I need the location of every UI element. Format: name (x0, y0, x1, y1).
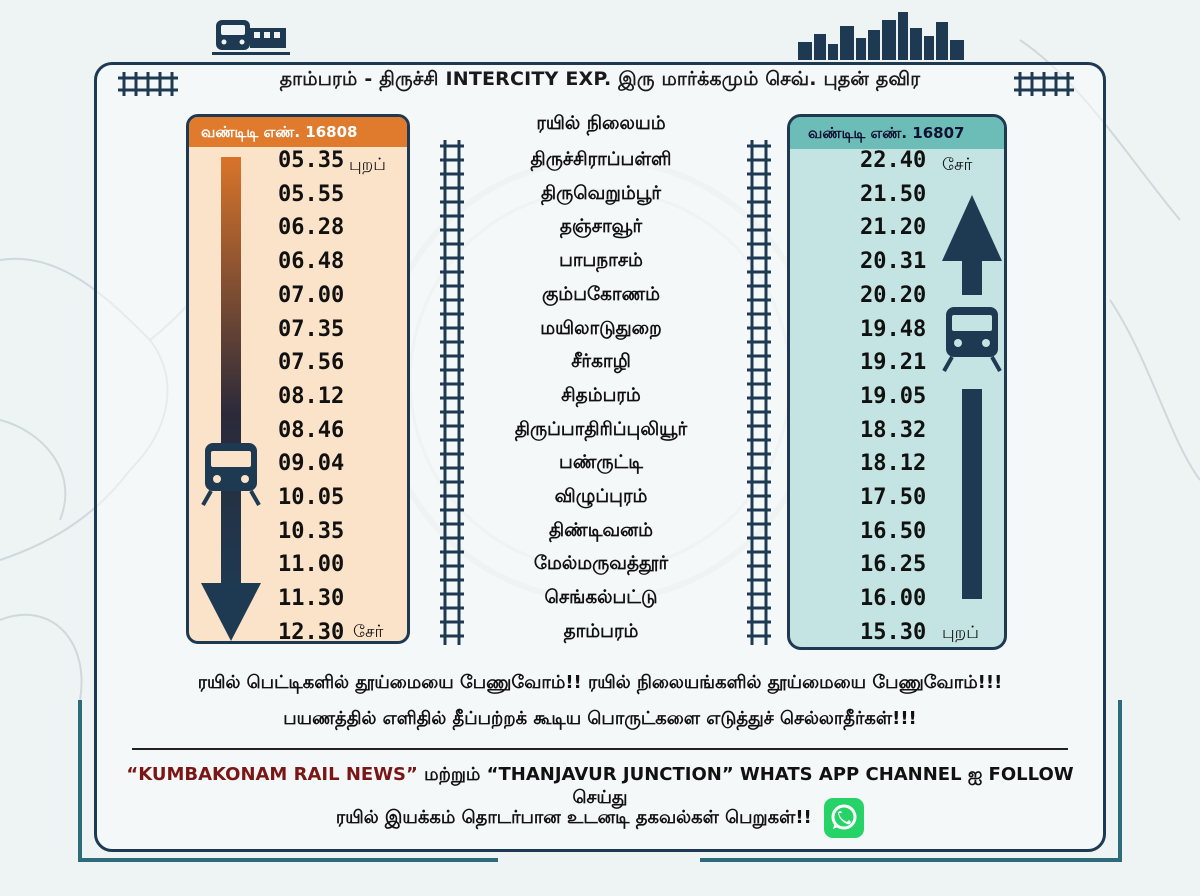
time-cell: 05.35 (278, 148, 345, 173)
track-icon (1014, 72, 1074, 96)
whatsapp-icon[interactable] (824, 798, 865, 838)
time-cell: 20.20 (860, 282, 927, 308)
arrive-label: சேர் (353, 622, 384, 642)
time-cell: 16.25 (860, 552, 927, 578)
arrow-down-icon (201, 157, 261, 641)
station-name: செங்கல்பட்டு (544, 587, 658, 609)
time-cell: 07.56 (278, 350, 345, 376)
time-cell: 18.32 (860, 417, 927, 443)
track-icon (747, 140, 771, 645)
time-cell: 16.00 (860, 586, 927, 612)
time-cell: 21.20 (860, 215, 927, 241)
time-cell: 21.50 (860, 181, 927, 207)
station-name: பாபநாசம் (559, 250, 643, 272)
track-icon (440, 140, 464, 645)
time-cell: 22.40 (860, 148, 927, 173)
footer-text: ரயில் இயக்கம் தொடர்பான உடனடி தகவல்கள் பெ… (335, 807, 812, 828)
frame-accent (78, 858, 498, 862)
train-number: வண்டிடி எண். 16807 (790, 117, 1004, 149)
notice-cleanliness: ரயில் பெட்டிகளில் தூய்மையை பேணுவோம்!! ரய… (197, 672, 1003, 693)
station-name: திருப்பாதிரிப்புலியூர் (514, 418, 688, 440)
skyline-icon (798, 12, 964, 60)
frame-accent (700, 858, 1122, 862)
divider (132, 748, 1068, 750)
station-name: தஞ்சாவூர் (559, 216, 643, 238)
station-name: விழுப்புரம் (554, 486, 648, 507)
arrow-up-icon (942, 195, 1002, 599)
station-name: சீர்காழி (571, 351, 631, 373)
station-name: திண்டிவனம் (549, 519, 653, 541)
train-16807-panel: வண்டிடி எண். 16807 சேர் புறப் (787, 114, 1007, 650)
time-cell: 06.28 (278, 215, 345, 241)
time-cell: 10.05 (278, 485, 345, 510)
frame-accent (1118, 700, 1122, 860)
depart-label: புறப் (942, 623, 979, 643)
station-name: பண்ருட்டி (559, 452, 643, 474)
time-cell: 19.48 (860, 316, 927, 342)
station-name: மேல்மருவத்தூர் (533, 553, 669, 575)
footer-text: மற்றும் “THANJAVUR JUNCTION” WHATS APP C… (417, 764, 1074, 808)
stations-header: ரயில் நிலையம் (536, 113, 666, 134)
time-cell: 07.35 (278, 316, 345, 342)
brand-name: “KUMBAKONAM RAIL NEWS” (126, 764, 418, 785)
notice-safety: பயணத்தில் எளிதில் தீப்பற்றக் கூடிய பொருட… (283, 708, 917, 729)
time-cell: 15.30 (860, 619, 927, 645)
track-icon (118, 72, 178, 96)
time-cell: 17.50 (860, 485, 927, 510)
train-icon (212, 20, 290, 55)
time-cell: 16.50 (860, 518, 927, 544)
footer-line-2: ரயில் இயக்கம் தொடர்பான உடனடி தகவல்கள் பெ… (100, 798, 1100, 838)
time-cell: 18.12 (860, 451, 927, 477)
time-cell: 08.46 (278, 417, 345, 443)
station-name: சிதம்பரம் (561, 384, 641, 406)
depart-label: புறப் (349, 155, 386, 175)
arrive-label: சேர் (942, 155, 973, 175)
frame-accent (78, 700, 82, 860)
station-name: திருவெறும்பூர் (540, 182, 662, 204)
time-cell: 19.21 (860, 350, 927, 376)
train-number: வண்டிடி எண். 16808 (189, 117, 407, 147)
station-name: கும்பகோணம் (541, 283, 661, 305)
time-cell: 09.04 (278, 451, 345, 477)
time-cell: 19.05 (860, 383, 927, 409)
station-name: மயிலாடுதுறை (540, 317, 662, 339)
time-cell: 20.31 (860, 249, 927, 275)
time-cell: 10.35 (278, 518, 345, 544)
train-16808-panel: வண்டிடி எண். 16808 புறப் சேர் (186, 114, 410, 644)
time-cell: 11.00 (278, 552, 345, 578)
station-name: தாம்பரம் (563, 620, 639, 642)
time-cell: 06.48 (278, 249, 345, 275)
page-title: தாம்பரம் - திருச்சி INTERCITY EXP. இரு ம… (279, 68, 921, 90)
time-cell: 12.30 (278, 619, 345, 645)
time-cell: 08.12 (278, 383, 345, 409)
time-cell: 07.00 (278, 282, 345, 308)
time-cell: 11.30 (278, 586, 345, 612)
footer-line-1: “KUMBAKONAM RAIL NEWS” மற்றும் “THANJAVU… (100, 764, 1100, 810)
station-name: திருச்சிராப்பள்ளி (530, 149, 672, 170)
time-cell: 05.55 (278, 181, 345, 207)
